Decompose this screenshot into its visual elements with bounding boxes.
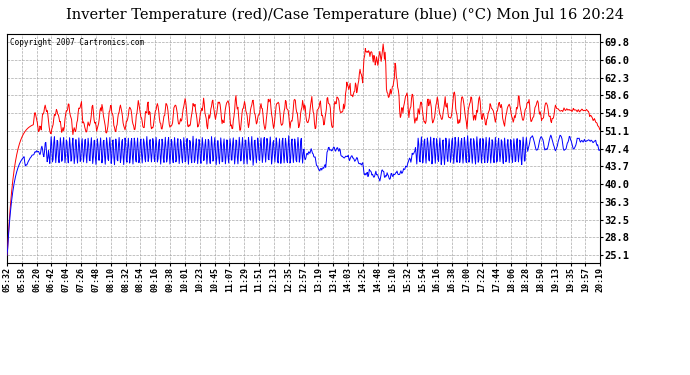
Text: Copyright 2007 Cartronics.com: Copyright 2007 Cartronics.com xyxy=(10,38,144,47)
Text: Inverter Temperature (red)/Case Temperature (blue) (°C) Mon Jul 16 20:24: Inverter Temperature (red)/Case Temperat… xyxy=(66,8,624,22)
